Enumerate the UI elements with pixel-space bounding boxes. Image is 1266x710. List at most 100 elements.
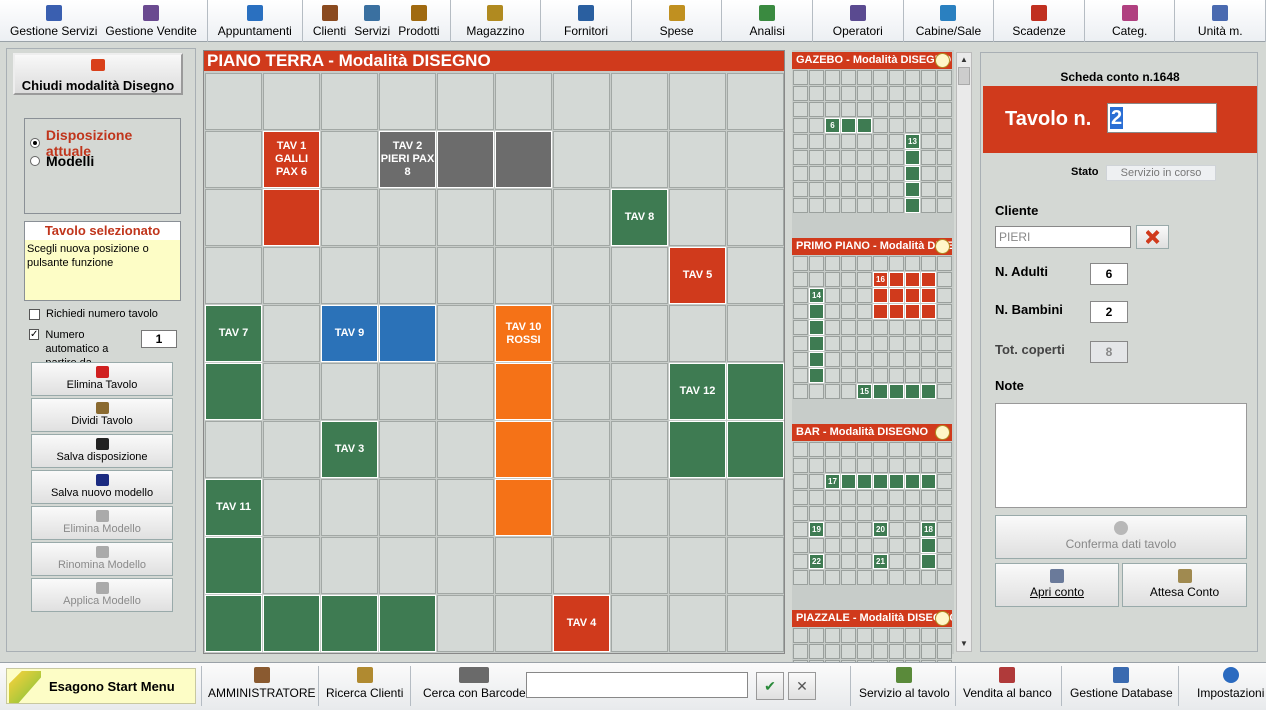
table-cell[interactable] (727, 421, 784, 478)
grid-cell[interactable] (611, 73, 668, 130)
grid-cell[interactable] (205, 421, 262, 478)
toolbar-services-button[interactable]: Gestione Servizi (6, 0, 101, 42)
magnifier-icon[interactable] (935, 425, 950, 440)
grid-cell[interactable] (727, 595, 784, 652)
table-cell[interactable] (205, 363, 262, 420)
ask-table-number-checkbox[interactable]: Richiedi numero tavolo (29, 308, 158, 320)
table-cell[interactable] (321, 595, 378, 652)
grid-cell[interactable] (263, 479, 320, 536)
adults-field[interactable]: 6 (1090, 263, 1128, 285)
scroll-up-icon[interactable]: ▲ (960, 55, 968, 64)
grid-cell[interactable] (263, 73, 320, 130)
grid-cell[interactable] (553, 363, 610, 420)
open-account-button[interactable]: Apri conto (995, 563, 1119, 607)
table-cell[interactable] (379, 595, 436, 652)
grid-cell[interactable] (205, 131, 262, 188)
grid-cell[interactable] (437, 247, 494, 304)
grid-cell[interactable] (727, 73, 784, 130)
tools-button[interactable]: ✕ (788, 672, 816, 700)
table-cell[interactable] (495, 421, 552, 478)
mini-maps-scrollbar[interactable]: ▲ ▼ (956, 52, 972, 652)
grid-cell[interactable] (495, 595, 552, 652)
toolbar-warehouse-button[interactable]: Magazzino (462, 0, 528, 42)
grid-cell[interactable] (553, 537, 610, 594)
magnifier-icon[interactable] (935, 239, 950, 254)
scroll-thumb[interactable] (958, 67, 970, 85)
table-cell[interactable] (669, 421, 726, 478)
grid-cell[interactable] (321, 73, 378, 130)
grid-cell[interactable] (321, 479, 378, 536)
split-button[interactable]: Dividi Tavolo (31, 398, 173, 432)
grid-cell[interactable] (495, 537, 552, 594)
table-cell[interactable]: TAV 1 GALLI PAX 6 (263, 131, 320, 188)
toolbar-analysis-button[interactable]: Analisi (746, 0, 789, 42)
toolbar-units-button[interactable]: Unità m. (1194, 0, 1247, 42)
grid-cell[interactable] (379, 363, 436, 420)
save-new-button[interactable]: Salva nuovo modello (31, 470, 173, 504)
grid-cell[interactable] (437, 537, 494, 594)
grid-cell[interactable] (437, 189, 494, 246)
grid-cell[interactable] (611, 305, 668, 362)
barcode-search-button[interactable]: Cerca con Barcode (423, 667, 526, 700)
table-cell[interactable] (495, 363, 552, 420)
table-cell[interactable]: TAV 9 (321, 305, 378, 362)
settings-button[interactable]: Impostazioni (1197, 667, 1264, 700)
toolbar-services-list-button[interactable]: Servizi (350, 0, 394, 42)
grid-cell[interactable] (437, 595, 494, 652)
table-cell[interactable] (263, 189, 320, 246)
radio-models[interactable]: Modelli (30, 153, 94, 169)
table-cell[interactable]: TAV 10 ROSSI (495, 305, 552, 362)
table-cell[interactable]: TAV 4 (553, 595, 610, 652)
barcode-input[interactable] (526, 672, 748, 698)
table-cell[interactable] (205, 595, 262, 652)
mini-map[interactable]: GAZEBO - Modalità DISEGNO 6 13 (792, 52, 952, 215)
table-cell[interactable] (495, 131, 552, 188)
table-cell[interactable]: TAV 3 (321, 421, 378, 478)
toolbar-operators-button[interactable]: Operatori (829, 0, 887, 42)
search-clients-button[interactable]: Ricerca Clienti (326, 667, 403, 700)
grid-cell[interactable] (321, 363, 378, 420)
table-cell[interactable] (727, 363, 784, 420)
grid-cell[interactable] (263, 421, 320, 478)
grid-cell[interactable] (669, 131, 726, 188)
delete-button[interactable]: Elimina Tavolo (31, 362, 173, 396)
grid-cell[interactable] (263, 305, 320, 362)
notes-textarea[interactable] (995, 403, 1247, 508)
grid-cell[interactable] (437, 73, 494, 130)
confirm-table-button[interactable]: Conferma dati tavolo (995, 515, 1247, 559)
grid-cell[interactable] (611, 363, 668, 420)
grid-cell[interactable] (379, 421, 436, 478)
grid-cell[interactable] (553, 189, 610, 246)
grid-cell[interactable] (727, 189, 784, 246)
toolbar-clients-button[interactable]: Clienti (309, 0, 350, 42)
grid-cell[interactable] (263, 363, 320, 420)
grid-cell[interactable] (669, 305, 726, 362)
table-cell[interactable] (263, 595, 320, 652)
toolbar-deadlines-button[interactable]: Scadenze (1008, 0, 1069, 42)
table-cell[interactable]: TAV 7 (205, 305, 262, 362)
grid-cell[interactable] (611, 537, 668, 594)
grid-cell[interactable] (321, 189, 378, 246)
grid-cell[interactable] (727, 247, 784, 304)
table-cell[interactable]: TAV 5 (669, 247, 726, 304)
counter-sale-button[interactable]: Vendita al banco (963, 667, 1052, 700)
grid-cell[interactable] (553, 247, 610, 304)
grid-cell[interactable] (669, 537, 726, 594)
clear-client-button[interactable] (1136, 225, 1169, 249)
barcode-confirm-button[interactable]: ✔ (756, 672, 784, 700)
grid-cell[interactable] (669, 595, 726, 652)
administrator-button[interactable]: AMMINISTRATORE (208, 667, 316, 700)
grid-cell[interactable] (205, 247, 262, 304)
grid-cell[interactable] (727, 479, 784, 536)
save-button[interactable]: Salva disposizione (31, 434, 173, 468)
table-cell[interactable] (379, 305, 436, 362)
table-service-button[interactable]: Servizio al tavolo (859, 667, 950, 700)
grid-cell[interactable] (669, 479, 726, 536)
toolbar-calendar-button[interactable]: Appuntamenti (214, 0, 296, 42)
delete-model-button[interactable]: Elimina Modello (31, 506, 173, 540)
toolbar-rooms-button[interactable]: Cabine/Sale (912, 0, 985, 42)
grid-cell[interactable] (553, 73, 610, 130)
toolbar-products-button[interactable]: Prodotti (394, 0, 443, 42)
grid-cell[interactable] (321, 537, 378, 594)
table-cell[interactable] (437, 131, 494, 188)
